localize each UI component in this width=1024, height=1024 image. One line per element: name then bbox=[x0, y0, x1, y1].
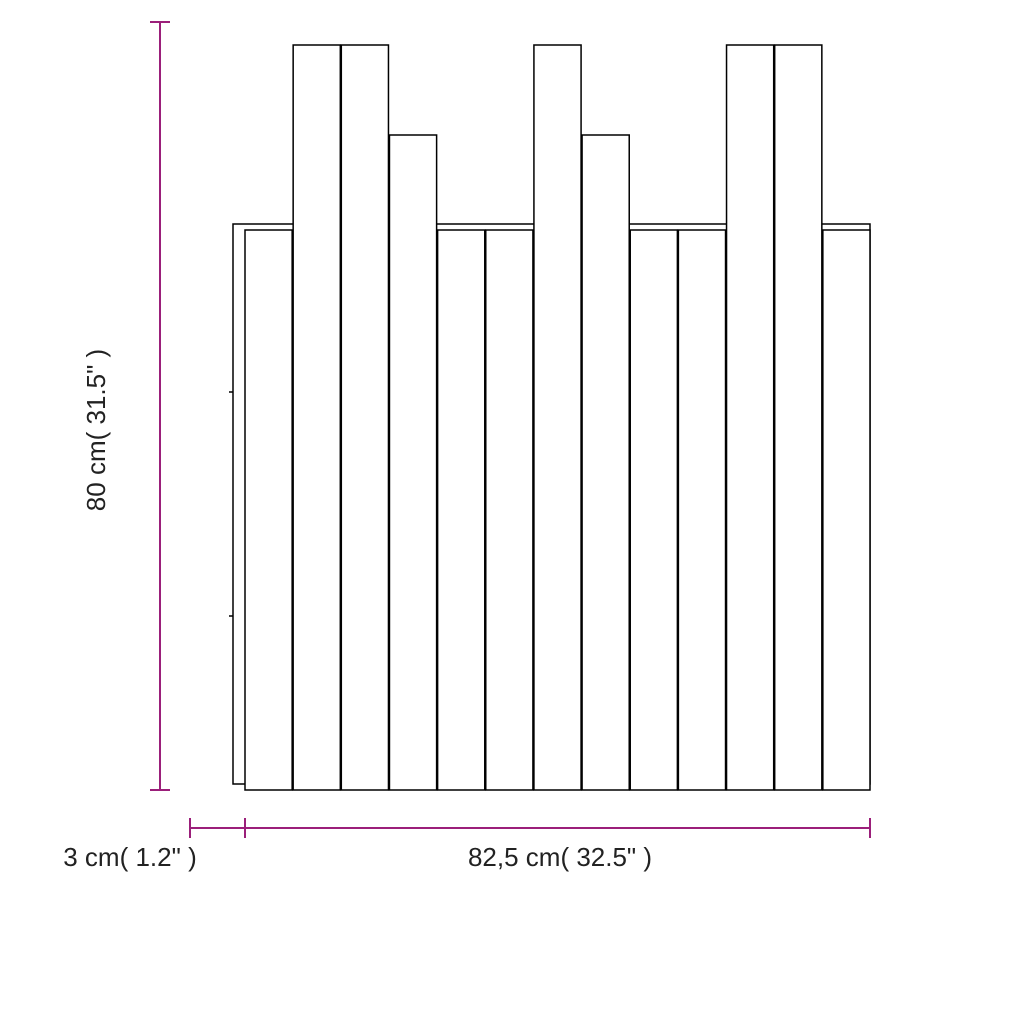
slat bbox=[341, 45, 388, 790]
slats-group bbox=[245, 45, 870, 790]
slat bbox=[534, 45, 581, 790]
slat bbox=[678, 230, 725, 790]
slat bbox=[582, 135, 629, 790]
slat bbox=[727, 45, 774, 790]
slat bbox=[823, 230, 870, 790]
slat bbox=[245, 230, 292, 790]
slat bbox=[630, 230, 677, 790]
slat bbox=[438, 230, 485, 790]
slat bbox=[775, 45, 822, 790]
slat bbox=[486, 230, 533, 790]
slat bbox=[389, 135, 436, 790]
width-label: 82,5 cm( 32.5" ) bbox=[468, 842, 652, 872]
slat bbox=[293, 45, 340, 790]
depth-label: 3 cm( 1.2" ) bbox=[63, 842, 196, 872]
height-label: 80 cm( 31.5" ) bbox=[81, 349, 111, 511]
